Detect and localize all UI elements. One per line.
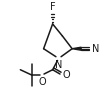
Text: N: N xyxy=(92,44,99,54)
Text: F: F xyxy=(50,2,55,12)
Polygon shape xyxy=(72,47,81,50)
Text: O: O xyxy=(38,77,46,87)
Text: O: O xyxy=(63,70,70,80)
Text: N: N xyxy=(55,60,62,70)
